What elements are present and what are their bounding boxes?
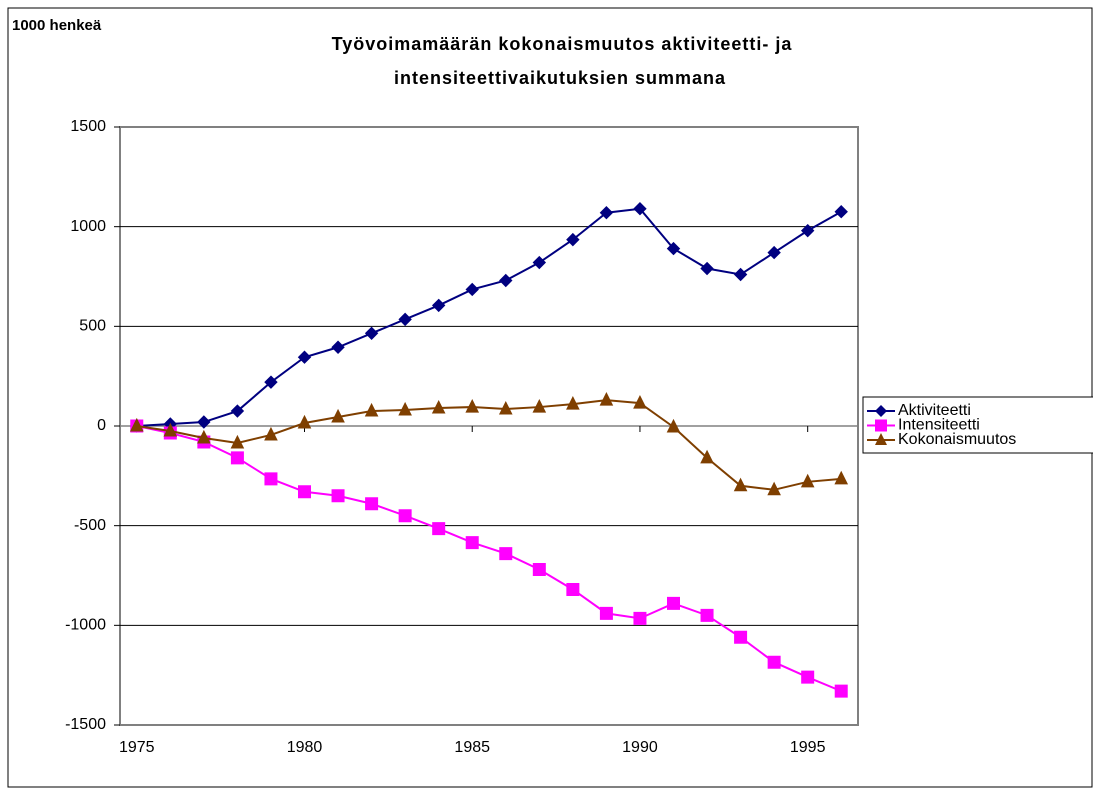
marker xyxy=(667,596,680,610)
marker xyxy=(532,398,547,413)
legend-label: Kokonaismuutos xyxy=(898,431,1016,448)
marker xyxy=(599,606,613,620)
marker xyxy=(264,472,278,486)
marker xyxy=(197,429,211,444)
marker xyxy=(801,670,815,684)
marker xyxy=(734,630,748,644)
x-tick-label: 1990 xyxy=(622,739,658,756)
y-tick-label: 500 xyxy=(79,318,106,335)
marker xyxy=(264,426,278,441)
marker xyxy=(566,232,580,247)
marker xyxy=(365,497,379,511)
marker xyxy=(834,205,848,219)
marker xyxy=(297,414,312,429)
marker xyxy=(800,473,815,488)
marker xyxy=(364,402,379,417)
marker xyxy=(834,470,849,485)
marker xyxy=(264,375,278,389)
marker xyxy=(700,449,714,464)
x-tick-label: 1980 xyxy=(287,739,323,756)
legend-box xyxy=(862,396,1093,454)
x-tick-label: 1975 xyxy=(119,739,155,756)
marker xyxy=(633,611,647,625)
chart-title: intensiteettivaikutuksien summana xyxy=(394,68,726,88)
chart-title: Työvoimamäärän kokonaismuutos aktiviteet… xyxy=(332,34,793,54)
marker xyxy=(465,536,479,550)
marker xyxy=(800,223,815,238)
marker xyxy=(599,391,614,406)
marker xyxy=(197,415,211,429)
marker xyxy=(398,401,412,416)
marker xyxy=(129,417,144,432)
y-tick-label: 1000 xyxy=(70,218,106,235)
marker xyxy=(767,481,781,496)
legend-label: Aktiviteetti xyxy=(898,402,971,419)
marker xyxy=(331,340,345,354)
marker xyxy=(633,202,647,216)
marker xyxy=(700,608,714,622)
legend-label: Intensiteetti xyxy=(898,417,980,434)
y-tick-label: -500 xyxy=(74,517,106,534)
marker xyxy=(499,273,513,288)
marker xyxy=(297,350,312,364)
marker xyxy=(499,547,513,561)
marker xyxy=(298,485,311,499)
marker xyxy=(163,422,178,437)
marker xyxy=(633,394,647,409)
series-line xyxy=(136,207,842,427)
marker xyxy=(230,404,245,418)
marker xyxy=(465,398,480,413)
x-tick-label: 1995 xyxy=(790,739,826,756)
legend-marker xyxy=(875,405,887,417)
legend-marker xyxy=(875,419,887,432)
marker xyxy=(532,255,547,270)
marker xyxy=(767,655,781,669)
series-line xyxy=(136,425,842,693)
marker xyxy=(733,267,748,282)
marker xyxy=(666,418,681,433)
marker xyxy=(432,522,446,536)
series-line xyxy=(136,399,842,491)
marker xyxy=(398,312,412,327)
y-tick-label: 1500 xyxy=(70,118,106,135)
marker xyxy=(700,261,714,276)
marker xyxy=(431,399,446,414)
marker xyxy=(331,408,345,423)
marker xyxy=(566,395,580,410)
marker xyxy=(498,400,513,415)
y-tick-label: -1500 xyxy=(65,716,106,733)
marker xyxy=(230,451,244,465)
marker xyxy=(398,509,412,523)
marker xyxy=(532,563,546,577)
marker xyxy=(331,489,345,503)
marker xyxy=(431,298,446,313)
marker xyxy=(834,684,848,698)
y-tick-label: -1000 xyxy=(65,617,106,634)
x-tick-label: 1985 xyxy=(454,739,490,756)
marker xyxy=(733,477,748,492)
y-axis-label: 1000 henkeä xyxy=(12,17,102,34)
marker xyxy=(767,245,781,260)
marker xyxy=(364,326,379,341)
marker xyxy=(666,241,681,256)
marker xyxy=(599,206,614,220)
marker xyxy=(230,434,245,449)
legend-marker xyxy=(875,433,887,445)
marker xyxy=(465,282,479,297)
y-tick-label: 0 xyxy=(97,417,106,434)
marker xyxy=(566,582,580,596)
